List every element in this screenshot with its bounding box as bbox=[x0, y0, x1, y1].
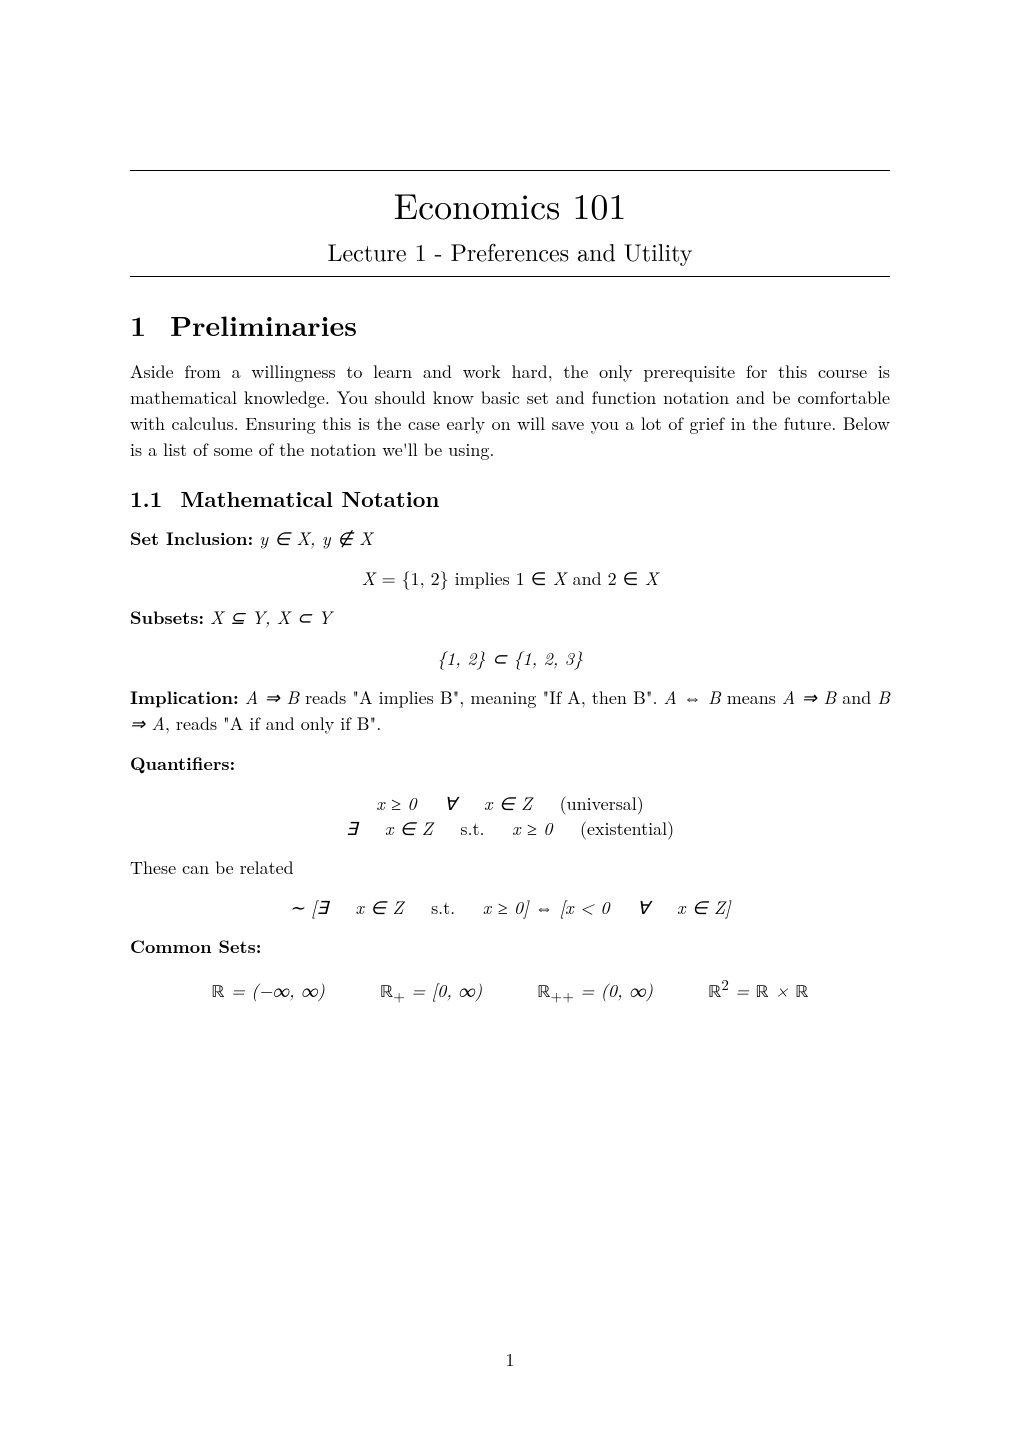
section-1-heading: 1 Preliminaries bbox=[130, 305, 890, 345]
page-number: 1 bbox=[0, 1347, 1020, 1372]
quantifiers-related-display: ∼ [∃ x ∈ Z s.t. x ≥ 0] ⇔ [x < 0 ∀ x ∈ Z] bbox=[130, 895, 890, 920]
quantifiers-line-2: ∃ x ∈ Z s.t. x ≥ 0 (existential) bbox=[130, 816, 890, 841]
implication-para: Implication: A ⇒ B reads "A implies B", … bbox=[130, 685, 890, 737]
common-sets-display: ℝ = (−∞, ∞) ℝ+ = [0, ∞) ℝ++ = (0, ∞) ℝ2 … bbox=[130, 974, 890, 1007]
section-1-intro: Aside from a willingness to learn and wo… bbox=[130, 359, 890, 463]
quantifiers-display: x ≥ 0 ∀ x ∈ Z (universal) ∃ x ∈ Z s.t. x… bbox=[130, 791, 890, 841]
bottom-rule bbox=[130, 276, 890, 277]
subsets-inline: X ⊆ Y, X ⊂ Y bbox=[210, 605, 331, 630]
implication-label: Implication: bbox=[130, 685, 239, 710]
set-inclusion-para: Set Inclusion: y ∈ X, y ∉ X bbox=[130, 526, 890, 552]
title-block: Economics 101 Lecture 1 - Preferences an… bbox=[130, 179, 890, 268]
top-rule bbox=[130, 170, 890, 171]
set-inclusion-label: Set Inclusion: bbox=[130, 526, 253, 551]
document-subtitle: Lecture 1 - Preferences and Utility bbox=[130, 234, 890, 268]
common-sets-label: Common Sets: bbox=[130, 934, 262, 959]
subsets-para: Subsets: X ⊆ Y, X ⊂ Y bbox=[130, 605, 890, 631]
subsection-1-1-title: Mathematical Notation bbox=[180, 483, 439, 514]
section-1-title: Preliminaries bbox=[170, 305, 357, 345]
quantifiers-para: Quantifiers: bbox=[130, 751, 890, 777]
subsets-display: {1, 2} ⊂ {1, 2, 3} bbox=[130, 646, 890, 671]
quantifiers-label: Quantifiers: bbox=[130, 751, 235, 776]
quantifiers-related-text: These can be related bbox=[130, 855, 890, 881]
common-sets-para: Common Sets: bbox=[130, 934, 890, 960]
subsets-label: Subsets: bbox=[130, 605, 204, 630]
document-title: Economics 101 bbox=[130, 179, 890, 230]
set-inclusion-inline: y ∈ X, y ∉ X bbox=[259, 526, 372, 551]
section-1-number: 1 bbox=[130, 305, 146, 345]
subsection-1-1-number: 1.1 bbox=[130, 483, 162, 514]
quantifiers-line-1: x ≥ 0 ∀ x ∈ Z (universal) bbox=[130, 791, 890, 816]
subsection-1-1-heading: 1.1 Mathematical Notation bbox=[130, 483, 890, 514]
set-inclusion-display: X = {1, 2} implies 1 ∈ X and 2 ∈ X bbox=[130, 566, 890, 591]
page-container: Economics 101 Lecture 1 - Preferences an… bbox=[0, 0, 1020, 1442]
